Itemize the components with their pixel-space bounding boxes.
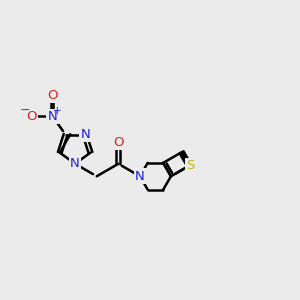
Text: N: N (135, 170, 145, 183)
Text: N: N (80, 128, 90, 141)
Text: −: − (20, 104, 30, 117)
Text: O: O (47, 88, 58, 102)
Text: O: O (113, 136, 124, 149)
Text: O: O (26, 110, 36, 123)
Text: S: S (186, 159, 195, 172)
Text: N: N (135, 170, 145, 183)
Text: N: N (70, 157, 80, 170)
Text: +: + (53, 106, 62, 116)
Text: N: N (47, 110, 57, 123)
